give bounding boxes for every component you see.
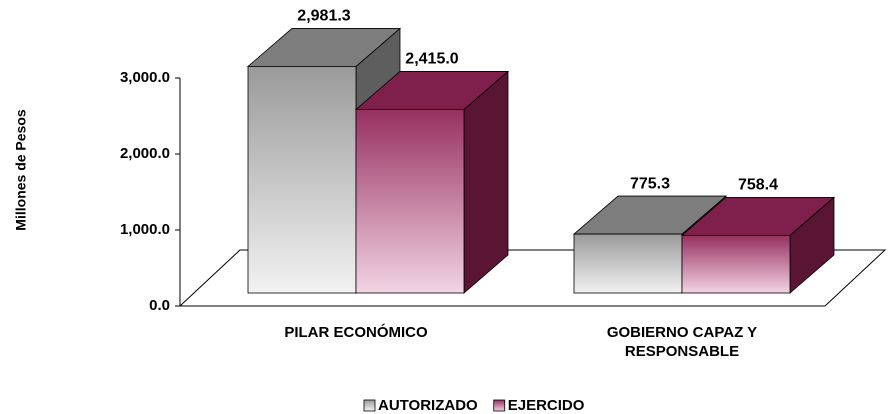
bar [681, 234, 791, 294]
x-tick-label: PILAR ECONÓMICO [284, 324, 428, 341]
bar-side [463, 70, 509, 294]
y-tick-label: 3,000.0 [120, 69, 170, 86]
bar [355, 109, 465, 294]
x-tick-label: GOBIERNO CAPAZ Y RESPONSABLE [606, 324, 758, 360]
legend-swatch [493, 399, 506, 412]
data-label: 758.4 [738, 177, 778, 194]
y-tick-label: 2,000.0 [120, 145, 170, 162]
legend-swatch [363, 399, 376, 412]
legend-label: AUTORIZADO [378, 397, 478, 414]
data-label: 775.3 [630, 175, 670, 192]
floor [178, 249, 887, 307]
bar [247, 66, 357, 294]
y-tick-label: 1,000.0 [120, 221, 170, 238]
bar [573, 233, 683, 294]
legend-label: EJERCIDO [508, 397, 585, 414]
y-tick-label: 0.0 [149, 297, 170, 314]
data-label: 2,981.3 [297, 8, 350, 25]
data-label: 2,415.0 [405, 51, 458, 68]
y-axis-label: Millones de Pesos [13, 109, 29, 231]
